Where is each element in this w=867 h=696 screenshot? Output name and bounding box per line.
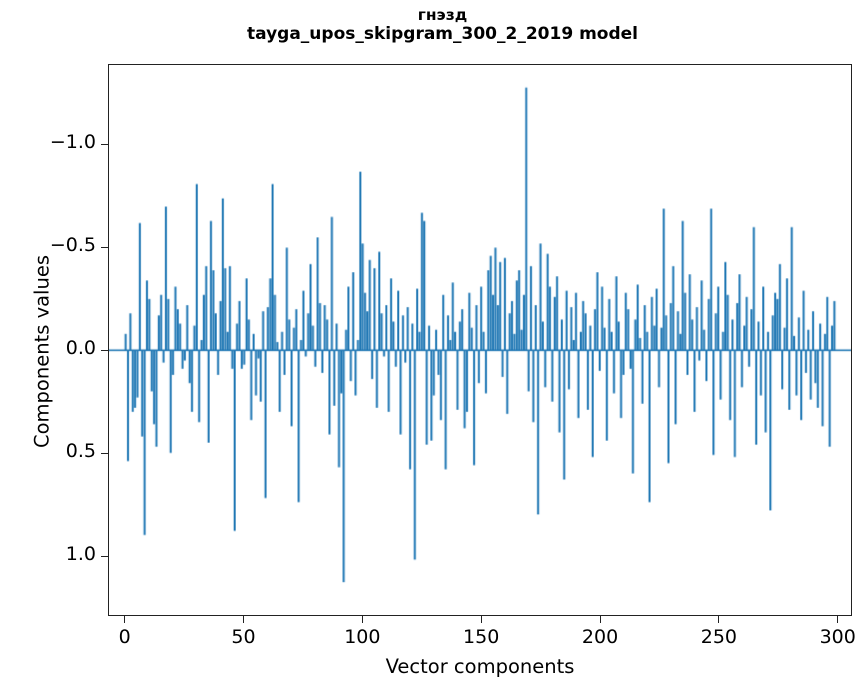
bar-plot-canvas — [109, 65, 851, 615]
y-tick-mark — [101, 143, 108, 145]
y-tick-mark — [101, 555, 108, 557]
x-tick-label: 250 — [700, 626, 737, 648]
y-tick-label: 1.0 — [65, 543, 96, 566]
y-tick-mark — [101, 452, 108, 454]
x-tick-label: 100 — [344, 626, 381, 648]
x-tick-mark — [124, 616, 126, 623]
chart-title-model: tayga_upos_skipgram_300_2_2019 model — [247, 24, 638, 45]
y-tick-mark — [101, 349, 108, 351]
y-tick-label: −0.5 — [49, 234, 96, 257]
x-tick-mark — [718, 616, 720, 623]
x-tick-mark — [242, 616, 244, 623]
y-axis-label: Components values — [30, 255, 54, 448]
y-tick-mark — [101, 246, 108, 248]
y-tick-label: 0.5 — [65, 440, 96, 463]
y-tick-label: −1.0 — [49, 131, 96, 154]
chart-title-block: гнэзд tayga_upos_skipgram_300_2_2019 mod… — [0, 6, 867, 44]
y-tick-label: 0.0 — [65, 337, 96, 360]
x-axis-label: Vector components — [385, 655, 575, 678]
x-tick-mark — [361, 616, 363, 623]
x-tick-label: 150 — [463, 626, 500, 648]
x-tick-mark — [837, 616, 839, 623]
x-tick-label: 200 — [581, 626, 619, 648]
x-tick-mark — [480, 616, 482, 623]
plot-axes — [108, 64, 852, 616]
chart-title-word: гнэзд — [417, 6, 468, 24]
x-tick-mark — [599, 616, 601, 623]
x-tick-label: 300 — [819, 626, 856, 648]
x-tick-label: 50 — [231, 626, 256, 648]
x-tick-label: 0 — [118, 626, 131, 648]
